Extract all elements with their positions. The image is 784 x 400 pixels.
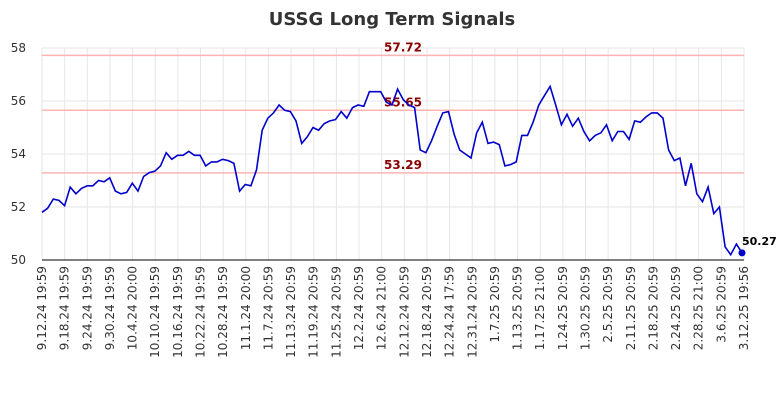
x-tick-label: 2.5.25 20:59 bbox=[601, 266, 615, 343]
x-tick-label: 1.24.25 20:59 bbox=[556, 266, 570, 350]
x-tick-label: 9.30.24 19:59 bbox=[103, 266, 117, 350]
x-tick-label: 12.18.24 20:59 bbox=[420, 266, 434, 358]
chart-grid bbox=[41, 47, 745, 261]
x-tick-label: 1.7.25 20:59 bbox=[488, 266, 502, 343]
x-tick-label: 10.22.24 19:59 bbox=[194, 266, 208, 358]
y-tick-label: 56 bbox=[11, 94, 26, 108]
y-axis-ticks: 50 52 54 56 58 bbox=[11, 41, 26, 267]
x-tick-label: 10.4.24 20:00 bbox=[126, 266, 140, 350]
x-tick-label: 1.17.25 21:00 bbox=[533, 266, 547, 350]
reference-lines: 57.72 55.65 53.29 bbox=[42, 40, 744, 174]
y-tick-label: 50 bbox=[11, 253, 26, 267]
y-tick-label: 52 bbox=[11, 200, 26, 214]
x-axis-ticks: 9.12.24 19:59 9.18.24 19:59 9.24.24 19:59 9… bbox=[35, 266, 751, 358]
last-value-label: 50.27 bbox=[742, 235, 777, 248]
x-tick-label: 11.19.24 20:59 bbox=[307, 266, 321, 358]
reference-line-label: 53.29 bbox=[384, 158, 422, 172]
x-tick-label: 2.11.25 20:59 bbox=[624, 266, 638, 350]
x-tick-label: 12.2.24 20:59 bbox=[352, 266, 366, 350]
x-tick-label: 12.6.24 21:00 bbox=[375, 266, 389, 350]
x-tick-label: 9.18.24 19:59 bbox=[58, 266, 72, 350]
x-tick-label: 12.12.24 20:59 bbox=[397, 266, 411, 358]
x-tick-label: 10.28.24 19:59 bbox=[216, 266, 230, 358]
x-tick-label: 11.13.24 20:59 bbox=[284, 266, 298, 358]
x-tick-label: 1.30.25 20:59 bbox=[578, 266, 592, 350]
x-tick-label: 9.12.24 19:59 bbox=[35, 266, 49, 350]
reference-line-label: 55.65 bbox=[384, 95, 422, 109]
series-line bbox=[41, 84, 743, 257]
x-tick-label: 3.12.25 19:56 bbox=[737, 266, 751, 350]
x-tick-label: 12.24.24 17:59 bbox=[443, 266, 457, 358]
y-tick-label: 54 bbox=[11, 147, 26, 161]
x-tick-label: 2.24.25 20:59 bbox=[669, 266, 683, 350]
x-tick-label: 10.10.24 19:59 bbox=[148, 266, 162, 358]
x-tick-label: 11.25.24 20:59 bbox=[329, 266, 343, 358]
x-tick-label: 12.31.24 20:59 bbox=[465, 266, 479, 358]
x-tick-label: 2.28.25 21:00 bbox=[692, 266, 706, 350]
x-tick-label: 1.13.25 20:59 bbox=[511, 266, 525, 350]
x-tick-label: 11.7.24 20:59 bbox=[261, 266, 275, 350]
x-tick-label: 2.18.25 20:59 bbox=[646, 266, 660, 350]
reference-line-label: 57.72 bbox=[384, 40, 422, 54]
chart-title: USSG Long Term Signals bbox=[269, 9, 515, 30]
y-tick-label: 58 bbox=[11, 41, 26, 55]
x-tick-label: 11.1.24 20:00 bbox=[239, 266, 253, 350]
x-tick-label: 10.16.24 19:59 bbox=[171, 266, 185, 358]
x-tick-label: 3.6.25 20:59 bbox=[714, 266, 728, 343]
x-tick-label: 9.24.24 19:59 bbox=[80, 266, 94, 350]
last-value-point bbox=[738, 249, 746, 257]
